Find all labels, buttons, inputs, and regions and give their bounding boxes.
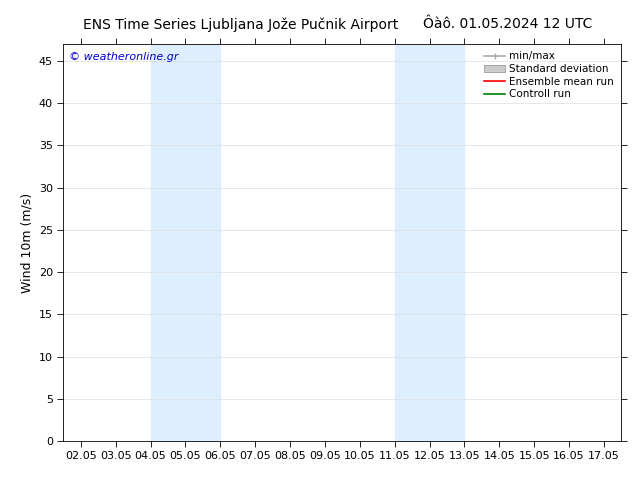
Text: Ôàô. 01.05.2024 12 UTC: Ôàô. 01.05.2024 12 UTC: [422, 17, 592, 31]
Bar: [394, 44, 464, 441]
Text: © weatheronline.gr: © weatheronline.gr: [69, 52, 179, 62]
Y-axis label: Wind 10m (m/s): Wind 10m (m/s): [20, 193, 34, 293]
Legend: min/max, Standard deviation, Ensemble mean run, Controll run: min/max, Standard deviation, Ensemble me…: [482, 49, 616, 101]
Bar: [150, 44, 221, 441]
Text: ENS Time Series Ljubljana Jože Pučnik Airport: ENS Time Series Ljubljana Jože Pučnik Ai…: [83, 17, 399, 32]
